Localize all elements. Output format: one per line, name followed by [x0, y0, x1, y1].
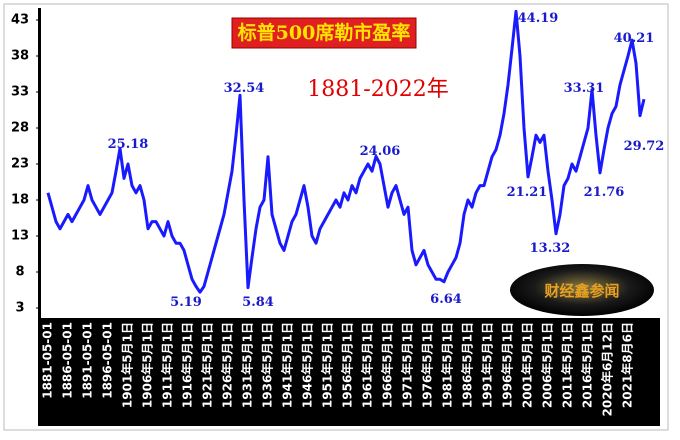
x-tick-label: 1901年5月1日: [120, 322, 135, 408]
x-tick-label: 2016年5月1日: [580, 322, 595, 408]
logo-text: 财经鑫参闻: [544, 282, 619, 300]
data-label: 29.72: [624, 139, 665, 154]
x-tick-label: 2011年5月1日: [560, 322, 575, 408]
x-tick-label: 1931年5月1日: [240, 322, 255, 408]
y-tick-label: 23: [11, 157, 29, 172]
x-tick-label: 1966年5月1日: [380, 322, 395, 408]
y-tick-label: 43: [11, 13, 29, 28]
x-tick-label: 1936年5月1日: [260, 322, 275, 408]
x-tick-label: 1886-05-01: [61, 322, 75, 399]
x-tick-label: 1911年5月1日: [160, 322, 175, 408]
x-tick-label: 1976年5月1日: [420, 322, 435, 408]
y-tick-label: 3: [15, 301, 24, 316]
x-tick-label: 1881-05-01: [41, 322, 55, 399]
x-tick-label: 1956年5月1日: [340, 322, 355, 408]
x-tick-label: 1996年5月1日: [500, 322, 515, 408]
data-label: 44.19: [518, 11, 559, 26]
data-label: 21.21: [507, 185, 548, 200]
y-tick-label: 38: [11, 49, 29, 64]
y-tick-label: 18: [11, 193, 29, 208]
y-tick-label: 13: [11, 229, 29, 244]
x-tick-label: 1946年5月1日: [300, 322, 315, 408]
x-tick-label: 1906年5月1日: [140, 322, 155, 408]
data-label: 13.32: [530, 241, 571, 256]
title-box: [231, 17, 417, 49]
x-tick-label: 2001年5月1日: [520, 322, 535, 408]
x-axis-band: [38, 318, 660, 426]
data-label: 40.21: [614, 31, 655, 46]
x-tick-label: 1891-05-01: [81, 322, 95, 399]
x-tick-label: 1986年5月1日: [460, 322, 475, 408]
data-label: 25.18: [108, 137, 149, 152]
y-tick-label: 28: [11, 121, 29, 136]
data-label: 21.76: [584, 185, 625, 200]
logo: [510, 264, 654, 316]
data-label: 5.84: [242, 295, 274, 310]
chart-title: 标普500席勒市盈率: [238, 21, 411, 44]
x-tick-label: 2021年8月6日: [620, 322, 635, 408]
data-label: 24.06: [360, 144, 401, 159]
x-tick-label: 1926年5月1日: [220, 322, 235, 408]
line: [46, 9, 646, 294]
x-tick-label: 1941年5月1日: [280, 322, 295, 408]
x-tick-label: 2006年5月1日: [540, 322, 555, 408]
x-tick-label: 1971年5月1日: [400, 322, 415, 408]
x-tick-label: 1951年5月1日: [320, 322, 335, 408]
x-tick-label: 1896-05-01: [101, 322, 115, 399]
data-label: 5.19: [170, 295, 202, 310]
data-label: 32.54: [224, 81, 265, 96]
x-tick-label: 2020年6月12日: [600, 322, 615, 416]
data-label: 33.31: [564, 81, 605, 96]
x-tick-label: 1981年5月1日: [440, 322, 455, 408]
x-tick-label: 1921年5月1日: [200, 322, 215, 408]
x-tick-label: 1991年5月1日: [480, 322, 495, 408]
y-tick-label: 33: [11, 85, 29, 100]
y-axis: [38, 8, 41, 318]
x-tick-label: 1961年5月1日: [360, 322, 375, 408]
y-tick-label: 8: [15, 265, 24, 280]
data-label: 6.64: [430, 292, 462, 307]
x-tick-label: 1916年5月1日: [180, 322, 195, 408]
subtitle: 1881-2022年: [307, 77, 448, 102]
